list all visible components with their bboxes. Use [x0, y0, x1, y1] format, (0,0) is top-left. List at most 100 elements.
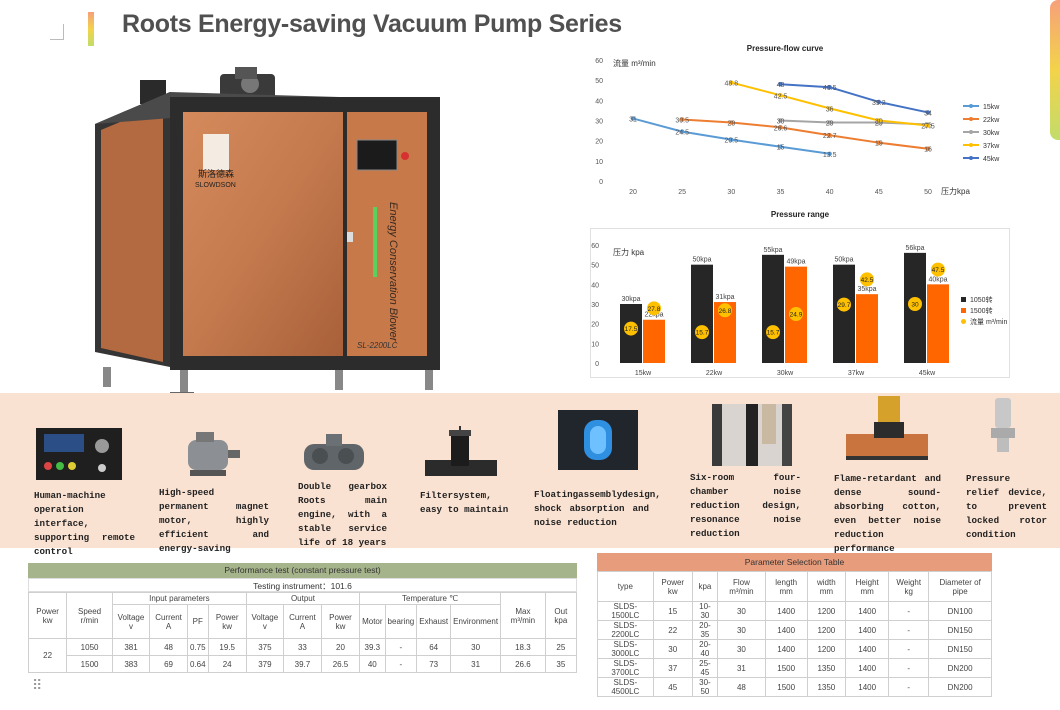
line-chart-xlabel: 压力kpa: [941, 186, 970, 196]
y-tick-label: 40: [591, 282, 599, 289]
bar-1500: [714, 302, 736, 363]
bar-label: 40kpa: [928, 276, 947, 283]
stop-indicator-icon: [401, 152, 409, 160]
sel-cell: 22: [652, 620, 693, 640]
perf-cell: 0.64: [187, 655, 209, 673]
perf-cell: 0.75: [187, 638, 209, 656]
table-row: SLDS-4500LC 45 30-50 48 1500 1350 1400- DN200: [597, 677, 992, 697]
sel-th: type: [597, 571, 654, 602]
data-label: 29: [875, 121, 883, 128]
pressure-flow-chart: Pressure-flow curve 流量 m³/min 压力kpa 0 10 2…: [595, 44, 1000, 196]
side-label: Energy Conservation Blower: [387, 202, 399, 343]
y-tick-label: 60: [591, 243, 599, 250]
sel-cell: 37: [652, 658, 693, 678]
sel-th: Flow m³/min: [717, 571, 766, 602]
line-chart-title: Pressure-flow curve: [747, 44, 824, 53]
th-sub: Voltage v: [111, 604, 151, 639]
data-label: 20.5: [725, 138, 739, 145]
flow-label: 27.8: [648, 306, 661, 313]
bar-label: 55kpa: [763, 247, 782, 254]
sel-cell: 1200: [806, 620, 847, 640]
x-tick-label: 35: [777, 189, 785, 196]
brand-en: SLOWDSON: [195, 182, 236, 189]
data-point: [729, 80, 734, 85]
x-tick-label: 40: [826, 189, 834, 196]
th-sub: Power kw: [207, 604, 247, 639]
pressure-range-chart-frame: [590, 228, 1010, 378]
flow-marker: [789, 307, 803, 322]
perf-cell: 381: [111, 638, 151, 656]
perf-cell: 69: [149, 655, 188, 673]
flow-label: 42.5: [861, 277, 874, 284]
flow-label: 15.7: [696, 330, 709, 337]
perf-cell: 39.3: [359, 638, 386, 656]
series-line-22kw: [682, 118, 929, 150]
feature-floating: Floatingassemblydesign, shock absorption…: [534, 489, 661, 528]
sel-th: width mm: [806, 571, 847, 602]
model-label: SL-2200LC: [357, 341, 398, 350]
perf-power-cell: 22: [27, 638, 68, 673]
page-title: Roots Energy-saving Vacuum Pump Series: [122, 10, 622, 38]
control-screen: [356, 139, 398, 171]
corner-mark: [50, 24, 64, 40]
legend-label: 1050转: [970, 295, 993, 304]
sel-cell: -: [888, 639, 930, 659]
legend-label: 37kw: [983, 143, 1000, 150]
sel-cell: 30: [717, 639, 766, 659]
data-point: [778, 144, 783, 149]
perf-cell: 18.3: [500, 638, 546, 656]
feature-roots-engine: Double gearbox Roots main engine, with a…: [298, 481, 387, 548]
sel-th: Diameter of pipe: [928, 571, 992, 602]
flow-label: 17.5: [625, 326, 638, 333]
data-point: [827, 85, 832, 90]
data-label: 27.5: [921, 124, 935, 131]
sel-cell: -: [888, 601, 930, 621]
th-power: Power kw: [27, 592, 68, 639]
legend-swatch: [961, 319, 966, 324]
perf-cell: 25: [544, 638, 578, 656]
data-point: [778, 82, 783, 87]
sel-cell: SLDS-3000LC: [597, 639, 654, 659]
sel-cell: 1500: [764, 677, 808, 697]
data-point: [778, 118, 783, 123]
sel-cell: 30: [717, 601, 766, 621]
perf-cell: 26.5: [320, 655, 361, 673]
data-label: 19: [875, 141, 883, 148]
table-row: 22 1050 381 48 0.75 19.5 375 33 20 39.3 …: [27, 638, 578, 673]
flow-marker: [647, 301, 661, 316]
th-sub: Current A: [149, 604, 188, 639]
sel-cell: 1400: [764, 601, 808, 621]
y-tick-label: 50: [591, 263, 599, 270]
data-label: 24.5: [675, 130, 689, 137]
flow-label: 30: [911, 302, 919, 309]
y-tick-label: 50: [595, 78, 603, 85]
feature-sound-cotton: Flame-retardant and dense sound-absorbin…: [834, 473, 941, 554]
sel-cell: -: [888, 677, 930, 697]
sel-cell: 31: [717, 658, 766, 678]
data-point: [827, 151, 832, 156]
feature-image-roots-engine: [304, 434, 364, 470]
legend-label: 30kw: [983, 130, 1000, 137]
feature-motor: High-speed permanent magnet motor, highl…: [159, 487, 269, 554]
sel-cell: -: [888, 620, 930, 640]
legend-swatch: [961, 308, 966, 313]
bar-label: 56kpa: [905, 245, 924, 252]
data-label: 46.5: [823, 85, 837, 92]
perf-cell: -: [384, 638, 418, 656]
bar-1500: [927, 284, 949, 363]
perf-cell: 31: [450, 655, 502, 673]
perf-cell: 26.6: [500, 655, 546, 673]
feature-image-sound-cotton: [846, 396, 928, 460]
drag-handle-icon[interactable]: ⠿: [32, 677, 43, 693]
data-label: 15: [777, 145, 785, 152]
legend-label: 22kw: [983, 117, 1000, 124]
feature-image-noise-chamber: [712, 404, 792, 466]
sel-cell: -: [888, 658, 930, 678]
sel-cell: 30-50: [691, 677, 719, 697]
bar-label: 50kpa: [834, 257, 853, 264]
perf-cell: 64: [416, 638, 452, 656]
th-sub: bearing: [384, 604, 418, 639]
data-label: 36: [826, 106, 834, 113]
sel-cell: 48: [717, 677, 766, 697]
sel-cell: 1200: [806, 601, 847, 621]
